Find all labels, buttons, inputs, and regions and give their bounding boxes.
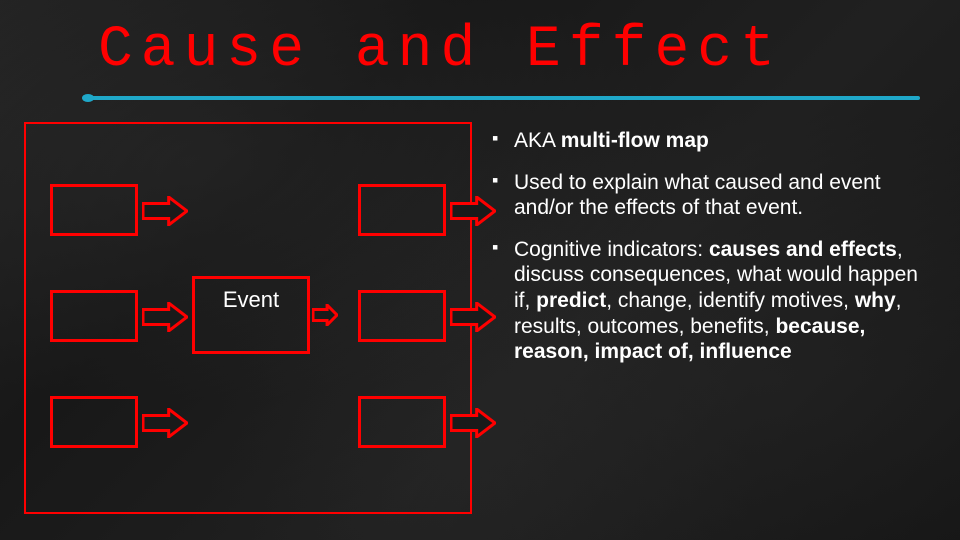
event-out-arrow <box>312 304 338 326</box>
cause-arrow-2 <box>142 408 188 438</box>
cause-box-2 <box>50 396 138 448</box>
bullet-item-2: Cognitive indicators: causes and effects… <box>492 237 932 365</box>
effect-box-2 <box>358 396 446 448</box>
effect-box-1 <box>358 290 446 342</box>
event-box: Event <box>192 276 310 354</box>
bullet-item-1: Used to explain what caused and event an… <box>492 170 932 221</box>
bullet-item-0: AKA multi-flow map <box>492 128 932 154</box>
slide-title: Cause and Effect <box>98 18 783 83</box>
effect-arrow-0 <box>450 196 496 226</box>
bullet-list: AKA multi-flow map Used to explain what c… <box>492 128 932 381</box>
cause-box-1 <box>50 290 138 342</box>
cause-box-0 <box>50 184 138 236</box>
cause-arrow-1 <box>142 302 188 332</box>
cause-arrow-0 <box>142 196 188 226</box>
effect-arrow-2 <box>450 408 496 438</box>
title-underline <box>88 96 920 100</box>
effect-arrow-1 <box>450 302 496 332</box>
effect-box-0 <box>358 184 446 236</box>
